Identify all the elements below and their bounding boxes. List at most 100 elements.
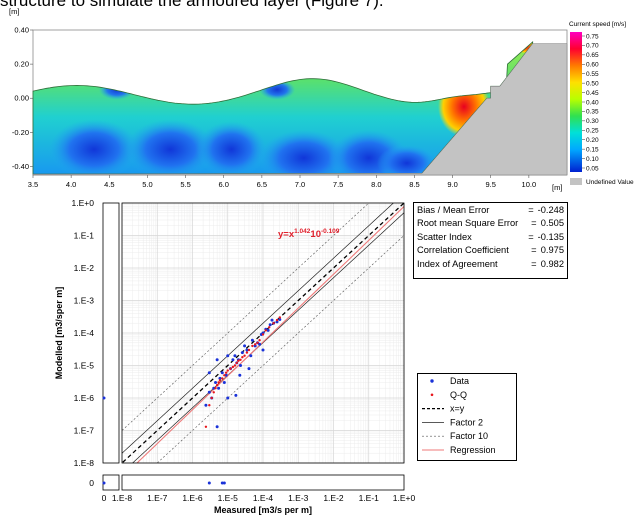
stat-row-agreement: Index of Agreement = 0.982 xyxy=(417,258,564,271)
data-point xyxy=(215,358,219,362)
data-point xyxy=(222,380,226,384)
qq-point xyxy=(251,344,254,348)
data-point xyxy=(239,364,243,367)
eq-base: y=x xyxy=(278,229,295,240)
factor-2-upper xyxy=(122,203,394,454)
qq-point xyxy=(278,316,282,319)
data-point xyxy=(268,323,272,327)
low-speed-region xyxy=(49,119,140,175)
stat-value: 0.505 xyxy=(540,218,564,229)
x-unit-label: [m] xyxy=(552,183,562,192)
data-point xyxy=(240,351,244,355)
y-tick-label: -0.20 xyxy=(12,128,29,137)
colorbar-level: 0.35 xyxy=(586,109,599,116)
data-point xyxy=(218,376,222,380)
data-point xyxy=(249,354,253,358)
left-marginal-strip xyxy=(102,202,120,464)
statistics-box: Bias / Mean Error = -0.248 Root mean Squar… xyxy=(413,202,568,279)
x-tick-label: 1.E-5 xyxy=(218,493,239,503)
y-tick-label: 0.20 xyxy=(14,60,29,69)
bottom-marginal-point xyxy=(207,481,211,485)
data-point xyxy=(250,338,254,342)
regression-line xyxy=(136,205,404,463)
stat-equals: = xyxy=(528,205,534,215)
low-speed-region xyxy=(258,129,349,175)
legend-item: x=y xyxy=(422,404,465,414)
legend-label: Regression xyxy=(450,445,496,455)
x-axis-title: Measured [m3/s per m] xyxy=(214,505,312,515)
data-point xyxy=(220,371,224,375)
data-point xyxy=(247,367,251,371)
y-tick-label: 1.E-2 xyxy=(74,263,95,273)
x-tick-label: 9.0 xyxy=(447,180,457,189)
x-tick-label: 3.5 xyxy=(28,180,38,189)
colorbar xyxy=(570,32,582,172)
stat-label: Correlation Coefficient xyxy=(417,245,509,256)
legend-item: Factor 10 xyxy=(422,431,488,441)
qq-point xyxy=(231,365,235,369)
regression-equation: y=x1.04210-0.109 xyxy=(278,228,340,240)
legend-label: Factor 10 xyxy=(450,431,488,441)
eq-exponent: -0.109 xyxy=(321,228,340,235)
data-point xyxy=(266,328,270,332)
current-speed-plot: 3.5 4.0 4.5 5.0 5.5 6.0 6.5 7.0 7.5 8.0 8.5 9.0 9.5 1… xyxy=(9,7,634,192)
qq-point xyxy=(233,364,237,367)
x-tick-label: 1.E-1 xyxy=(359,493,380,503)
y-tick-label: -0.40 xyxy=(12,162,29,171)
figure-caption: structure to simulate the armoured layer… xyxy=(0,0,384,10)
data-point xyxy=(243,344,247,348)
undefined-label: Undefined Value xyxy=(586,179,634,186)
eq-exponent: 1.042 xyxy=(294,228,311,235)
x-tick-label: 8.5 xyxy=(409,180,419,189)
data-point xyxy=(217,386,221,390)
factor-2-lower xyxy=(132,212,404,463)
legend-item: Factor 2 xyxy=(422,417,483,427)
data-points xyxy=(204,316,282,429)
qq-point xyxy=(224,371,228,374)
x-tick-label: 1.E-2 xyxy=(323,493,344,503)
stat-label: Index of Agreement xyxy=(417,258,498,269)
data-point xyxy=(278,318,282,322)
stat-equals: = xyxy=(528,231,534,242)
legend-item: Q-Q xyxy=(430,390,467,400)
plot-frame xyxy=(121,202,405,464)
qq-point xyxy=(237,359,240,362)
qq-point xyxy=(272,322,275,325)
stat-value: -0.135 xyxy=(537,231,564,242)
data-point xyxy=(207,390,211,394)
data-point xyxy=(234,393,238,397)
data-point xyxy=(207,371,211,375)
legend-entries: Data Q-Q x=y Factor 2 Factor 10 Regression xyxy=(422,376,496,455)
x-tick-label: 9.5 xyxy=(485,180,495,189)
stat-value: 0.982 xyxy=(540,258,564,269)
colorbar-title: Current speed [m/s] xyxy=(569,21,626,28)
qq-point xyxy=(264,329,267,332)
legend-swatch xyxy=(430,393,434,397)
qq-point xyxy=(221,377,224,380)
qq-point xyxy=(268,326,271,329)
legend-swatch xyxy=(430,379,434,383)
data-point xyxy=(258,342,262,346)
x-tick-label: 1.E-4 xyxy=(253,493,274,503)
qq-point xyxy=(214,387,217,390)
colorbar-level: 0.50 xyxy=(586,80,599,87)
qq-point xyxy=(204,425,208,428)
x-tick-label: 6.0 xyxy=(218,180,228,189)
x-tick-label: 7.5 xyxy=(333,180,343,189)
stat-equals: = xyxy=(531,218,537,229)
qq-point xyxy=(239,358,242,361)
legend-item: Data xyxy=(430,376,469,386)
data-point xyxy=(204,403,208,407)
stat-label: Scatter Index xyxy=(417,231,472,242)
stat-row-scatter-index: Scatter Index = -0.135 xyxy=(417,231,564,244)
data-point xyxy=(233,354,237,358)
legend-label: Q-Q xyxy=(450,390,467,400)
colorbar-level: 0.30 xyxy=(586,118,599,125)
data-point xyxy=(245,348,249,352)
low-speed-region xyxy=(125,119,216,175)
x-tick-label: 5.5 xyxy=(180,180,190,189)
undefined-swatch xyxy=(570,178,582,185)
legend-label: Data xyxy=(450,376,469,386)
colorbar-level: 0.45 xyxy=(586,90,599,97)
